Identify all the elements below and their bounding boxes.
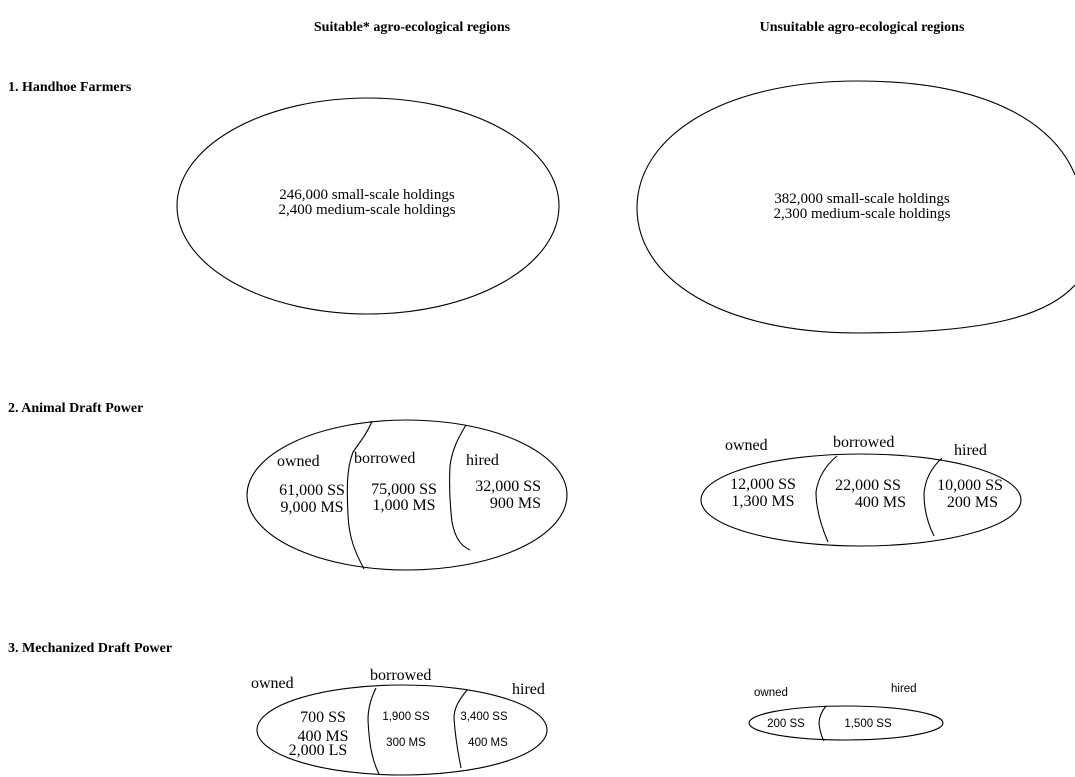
mechanized-suitable-hired-ss: 3,400 SS [460, 711, 508, 723]
animal-unsuitable-borrowed-label: borrowed [833, 434, 894, 451]
unsuitable-regions-header: Unsuitable agro-ecological regions [760, 20, 965, 35]
animal-unsuitable-hired-label: hired [954, 442, 987, 459]
animal-suitable-owned-label: owned [277, 453, 320, 470]
mechanized-suitable-divider-1 [367, 687, 380, 775]
mechanized-unsuitable-hired-ss: 1,500 SS [844, 718, 892, 730]
handhoe-suitable-ellipse [176, 97, 560, 315]
animal-unsuitable-hired-ms: 200 MS [947, 494, 998, 511]
mechanized-unsuitable-hired-label: hired [891, 683, 917, 695]
mechanized-suitable-borrowed-label: borrowed [370, 667, 431, 684]
handhoe-unsuitable-small-scale: 382,000 small-scale holdings [774, 191, 950, 207]
mechanized-suitable-hired-ms: 400 MS [468, 737, 508, 749]
mechanized-unsuitable-owned-ss: 200 SS [767, 718, 805, 730]
animal-unsuitable-divider-2 [923, 457, 943, 537]
animal-suitable-owned-ss: 61,000 SS [279, 482, 345, 499]
mechanized-suitable-owned-ls: 2,000 LS [289, 742, 348, 759]
animal-unsuitable-hired-ss: 10,000 SS [937, 477, 1003, 494]
handhoe-suitable-medium-scale: 2,400 medium-scale holdings [278, 202, 455, 218]
animal-suitable-borrowed-ms: 1,000 MS [372, 497, 435, 514]
handhoe-section-title: 1. Handhoe Farmers [8, 80, 132, 95]
animal-unsuitable-group: owned 12,000 SS 1,300 MS borrowed 22,000… [700, 434, 1022, 547]
animal-suitable-ellipse [246, 419, 568, 571]
mechanized-unsuitable-owned-label: owned [754, 687, 788, 699]
mechanized-suitable-divider-2 [453, 689, 468, 769]
mechanized-unsuitable-divider [818, 705, 827, 742]
animal-suitable-borrowed-ss: 75,000 SS [371, 481, 437, 498]
mechanized-suitable-borrowed-ms: 300 MS [386, 737, 426, 749]
mechanized-section-title: 3. Mechanized Draft Power [8, 641, 172, 656]
animal-unsuitable-owned-ss: 12,000 SS [730, 476, 796, 493]
animal-suitable-hired-ms: 900 MS [490, 495, 541, 512]
handhoe-suitable-small-scale: 246,000 small-scale holdings [279, 187, 455, 203]
handhoe-unsuitable-group: 382,000 small-scale holdings 2,300 mediu… [636, 80, 1075, 334]
animal-suitable-divider-1 [346, 420, 373, 570]
mechanized-suitable-ellipse [256, 684, 548, 776]
mechanized-suitable-owned-label: owned [251, 675, 294, 692]
mechanized-suitable-hired-label: hired [512, 681, 545, 698]
animal-unsuitable-ellipse [700, 453, 1022, 547]
animal-unsuitable-borrowed-ss: 22,000 SS [835, 477, 901, 494]
handhoe-unsuitable-medium-scale: 2,300 medium-scale holdings [773, 206, 950, 222]
mechanized-unsuitable-ellipse [748, 705, 944, 741]
animal-suitable-divider-2 [449, 424, 471, 551]
mechanized-suitable-borrowed-ss: 1,900 SS [382, 711, 430, 723]
mechanized-suitable-owned-ss: 700 SS [300, 709, 346, 726]
handhoe-unsuitable-ellipse [636, 80, 1075, 334]
handhoe-suitable-group: 246,000 small-scale holdings 2,400 mediu… [176, 97, 560, 315]
animal-unsuitable-owned-label: owned [725, 437, 768, 454]
animal-section-title: 2. Animal Draft Power [8, 401, 143, 416]
animal-suitable-hired-ss: 32,000 SS [475, 478, 541, 495]
animal-suitable-group: owned 61,000 SS 9,000 MS borrowed 75,000… [246, 419, 568, 571]
animal-suitable-borrowed-label: borrowed [354, 450, 415, 467]
animal-suitable-owned-ms: 9,000 MS [280, 499, 343, 516]
animal-suitable-hired-label: hired [466, 452, 499, 469]
mechanized-suitable-group: owned 700 SS 400 MS 2,000 LS borrowed 1,… [251, 667, 548, 776]
animal-unsuitable-borrowed-ms: 400 MS [855, 494, 906, 511]
suitable-regions-header: Suitable* agro-ecological regions [314, 20, 511, 35]
mechanized-suitable-owned-ms: 400 MS [297, 728, 348, 745]
animal-unsuitable-divider-1 [815, 455, 838, 543]
animal-unsuitable-owned-ms: 1,300 MS [731, 493, 794, 510]
mechanized-unsuitable-group: owned 200 SS hired 1,500 SS [748, 683, 944, 742]
